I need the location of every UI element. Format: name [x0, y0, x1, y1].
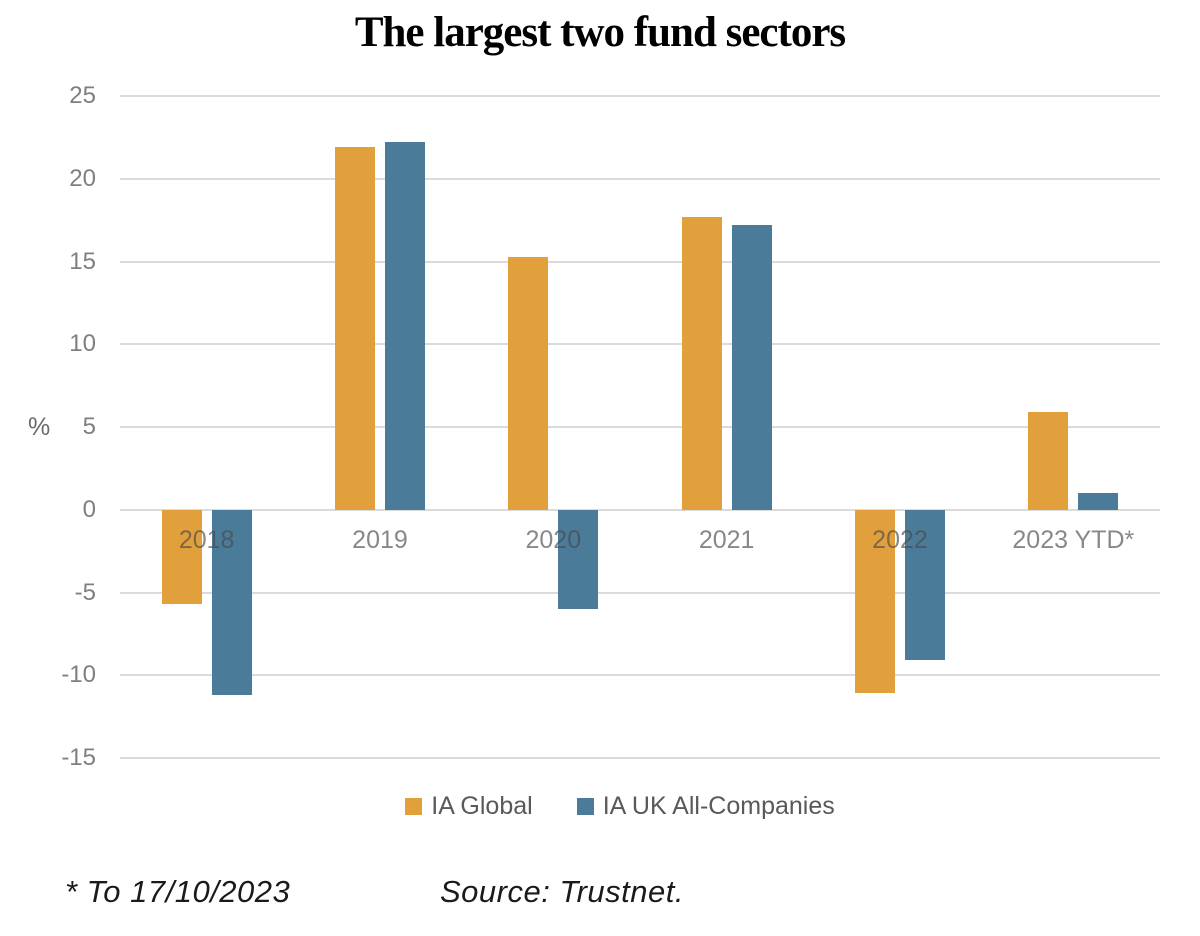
source-credit: Source: Trustnet. — [440, 874, 684, 909]
x-tick-label-2023-YTD-: 2023 YTD* — [1012, 525, 1135, 554]
y-tick-label--5: -5 — [74, 578, 96, 606]
bar-ia-uk-all-companies-2022 — [905, 509, 945, 661]
gridline-5 — [120, 426, 1160, 428]
legend: IA Global IA UK All-Companies — [0, 792, 1200, 821]
legend-label-ia-global: IA Global — [431, 792, 533, 820]
gridline--15 — [120, 757, 1160, 759]
y-tick-label-20: 20 — [69, 164, 96, 192]
ia-uk-all-companies-swatch-icon — [576, 798, 594, 815]
y-tick-label-0: 0 — [82, 495, 96, 523]
footnote: * To 17/10/2023 — [65, 874, 291, 909]
bar-ia-global-2021 — [681, 216, 722, 510]
bar-ia-global-2023-YTD- — [1028, 412, 1069, 510]
legend-label-ia-uk-all-companies: IA UK All-Companies — [602, 792, 835, 820]
y-axis-label: % — [28, 413, 51, 441]
y-tick-label-15: 15 — [69, 247, 96, 275]
gridline-10 — [120, 343, 1160, 346]
bar-ia-global-2019 — [335, 147, 375, 510]
gridline-0 — [120, 508, 1160, 511]
bar-ia-uk-all-companies-2023-YTD- — [1078, 493, 1119, 510]
y-tick-label--10: -10 — [61, 661, 96, 689]
plot-area: 25 20 15 10 5 0 -5 -10 -15 2018 2019 2020 2021 2022 20… — [61, 82, 1160, 771]
bar-ia-global-2022 — [855, 509, 895, 694]
x-tick-label-2022: 2022 — [872, 525, 928, 554]
y-tick-label-25: 25 — [69, 82, 96, 109]
x-tick-label-2018: 2018 — [178, 525, 235, 554]
y-tick-label-5: 5 — [82, 413, 96, 440]
gridline--5 — [120, 591, 1160, 594]
x-tick-label-2019: 2019 — [352, 525, 408, 554]
bar-ia-uk-all-companies-2021 — [731, 225, 772, 510]
gridline--10 — [120, 674, 1160, 677]
gridline-20 — [120, 177, 1160, 180]
legend-item-ia-uk-all-companies: IA UK All-Companies — [576, 792, 835, 821]
bar-ia-uk-all-companies-2020 — [558, 509, 599, 610]
gridline-25 — [120, 95, 1160, 97]
y-tick-label--15: -15 — [61, 744, 96, 771]
ia-global-swatch-icon — [405, 798, 423, 815]
bar-ia-uk-all-companies-2019 — [385, 142, 425, 510]
gridline-15 — [120, 260, 1160, 263]
chart-title: The largest two fund sectors — [354, 9, 846, 56]
x-tick-label-2020: 2020 — [525, 525, 582, 554]
legend-item-ia-global: IA Global — [405, 792, 533, 821]
y-tick-label-10: 10 — [69, 330, 96, 358]
bar-ia-global-2018 — [161, 509, 202, 605]
bar-ia-uk-all-companies-2018 — [211, 509, 252, 696]
bar-ia-global-2020 — [508, 256, 549, 510]
x-tick-label-2021: 2021 — [698, 525, 755, 554]
